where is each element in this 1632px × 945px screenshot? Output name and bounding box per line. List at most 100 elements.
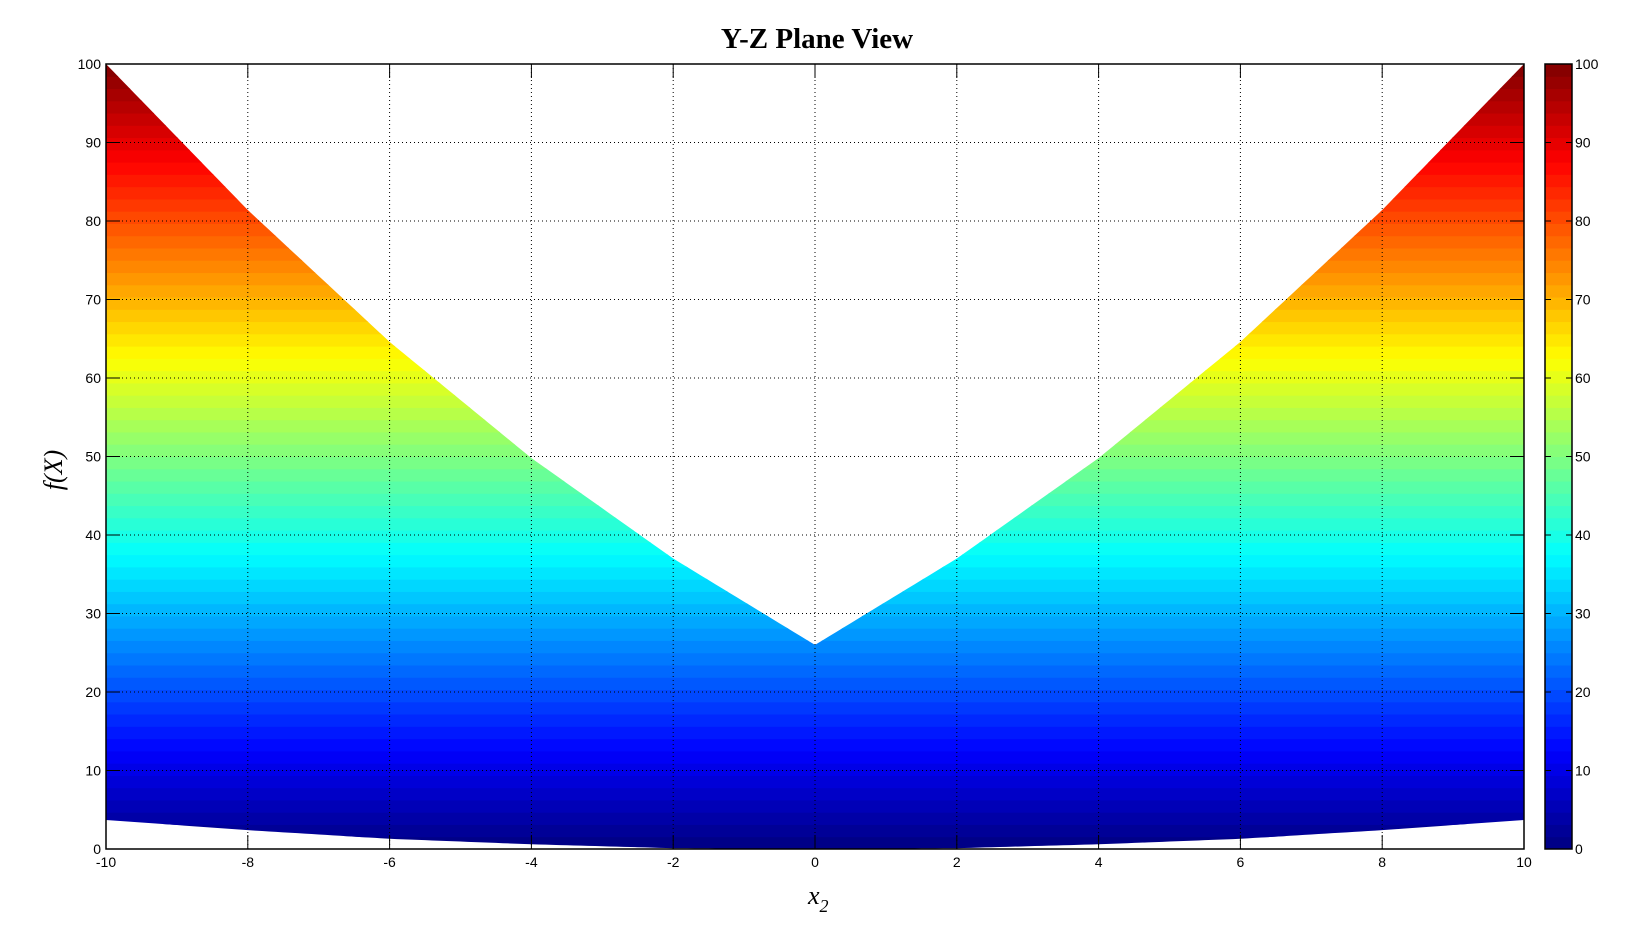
x-tick-label: -4 [525, 854, 538, 870]
color-band [106, 247, 1524, 261]
colorbar-tick-label: 40 [1575, 527, 1591, 543]
colorbar-swatch [1545, 456, 1572, 470]
colorbar-swatch [1545, 321, 1572, 335]
colorbar-swatch [1545, 345, 1572, 359]
chart-title: Y-Z Plane View [721, 23, 913, 55]
colorbar-swatch [1545, 603, 1572, 617]
colorbar-tick-label: 60 [1575, 370, 1591, 386]
color-band [106, 774, 1524, 789]
color-band [106, 419, 1524, 433]
colorbar-swatch [1545, 112, 1572, 126]
y-tick-label: 100 [78, 56, 102, 72]
x-axis: -10 -8 -6 -4 -2 0 2 4 6 8 10 [96, 64, 1532, 870]
colorbar-swatch [1545, 590, 1572, 605]
color-band [106, 811, 1524, 825]
colorbar-swatch [1545, 823, 1572, 838]
colorbar-tick-label: 10 [1575, 763, 1591, 779]
color-band [106, 639, 1524, 654]
colorbar-swatch [1545, 75, 1572, 90]
y-tick-label: 70 [85, 292, 101, 308]
colorbar-swatch [1545, 505, 1572, 519]
x-tick-label: 8 [1378, 854, 1386, 870]
colorbar-swatch [1545, 431, 1572, 445]
color-band [106, 443, 1524, 457]
color-band [106, 615, 1524, 629]
color-band [106, 296, 1524, 310]
colorbar-swatch [1545, 284, 1572, 298]
color-band [106, 750, 1524, 764]
colorbar-swatch [1545, 210, 1572, 224]
x-tick-label: 2 [953, 854, 961, 870]
color-band [106, 480, 1524, 494]
colorbar-swatch [1545, 836, 1572, 850]
color-band [106, 689, 1524, 703]
color-band [106, 799, 1524, 813]
colorbar-swatch [1545, 198, 1572, 212]
colorbar-swatch [1545, 492, 1572, 507]
color-band [106, 676, 1524, 691]
colorbar-swatch [1545, 627, 1572, 641]
x-tick-label: -10 [96, 854, 116, 870]
x-tick-label: -8 [242, 854, 255, 870]
colorbar-swatch [1545, 811, 1572, 825]
y-tick-label: 0 [93, 841, 101, 857]
colorbar-tick-label: 0 [1575, 841, 1583, 857]
colorbar-tick-label: 100 [1575, 56, 1599, 72]
colorbar-tick-label: 70 [1575, 292, 1591, 308]
colorbar-swatch [1545, 186, 1572, 200]
colorbar-swatch [1545, 480, 1572, 494]
y-tick-label: 10 [85, 763, 101, 779]
color-band [106, 701, 1524, 715]
colorbar-swatch [1545, 419, 1572, 433]
colorbar-swatch [1545, 100, 1572, 114]
y-tick-label: 20 [85, 684, 101, 700]
colorbar-swatch [1545, 554, 1572, 568]
color-band [106, 627, 1524, 641]
x-tick-label: 0 [811, 854, 819, 870]
color-band [106, 456, 1524, 470]
colorbar-swatch [1545, 713, 1572, 727]
y-tick-label: 60 [85, 370, 101, 386]
colorbar-swatch [1545, 639, 1572, 654]
colorbar-swatch [1545, 382, 1572, 396]
x-tick-label: -2 [667, 854, 680, 870]
x-tick-label: 10 [1516, 854, 1532, 870]
colorbar-swatch [1545, 161, 1572, 175]
colorbar-tick-label: 90 [1575, 135, 1591, 151]
colorbar-swatch [1545, 676, 1572, 691]
colorbar-swatch [1545, 468, 1572, 482]
colorbar-swatch [1545, 137, 1572, 151]
colorbar-swatch [1545, 235, 1572, 249]
color-band [106, 88, 1524, 102]
x-axis-label: x2 [807, 881, 829, 916]
colorbar: 0 10 20 30 40 50 60 70 80 90 100 [1544, 56, 1599, 857]
color-band [106, 823, 1524, 838]
colorbar-tick-label: 30 [1575, 606, 1591, 622]
colorbar-swatch [1545, 517, 1572, 531]
color-band [106, 468, 1524, 482]
color-band [106, 235, 1524, 249]
colorbar-swatch [1545, 296, 1572, 310]
color-band [106, 259, 1524, 274]
colorbar-swatch [1545, 566, 1572, 580]
colorbar-swatch [1545, 394, 1572, 408]
colorbar-swatch [1545, 88, 1572, 102]
colorbar-swatch [1545, 615, 1572, 629]
colorbar-swatch [1545, 664, 1572, 678]
color-band [106, 112, 1524, 126]
y-tick-label: 30 [85, 606, 101, 622]
colorbar-swatch [1545, 762, 1572, 776]
grid [106, 64, 1524, 849]
colorbar-tick-label: 80 [1575, 213, 1591, 229]
color-band [106, 431, 1524, 445]
colorbar-tick-label: 50 [1575, 449, 1591, 465]
colorbar-swatch [1545, 406, 1572, 421]
colorbar-swatch [1545, 701, 1572, 715]
color-band [106, 652, 1524, 666]
color-band [106, 603, 1524, 617]
color-band [106, 787, 1524, 801]
colorbar-swatch [1545, 738, 1572, 752]
colorbar-swatch [1545, 259, 1572, 274]
colorbar-swatch [1545, 149, 1572, 163]
